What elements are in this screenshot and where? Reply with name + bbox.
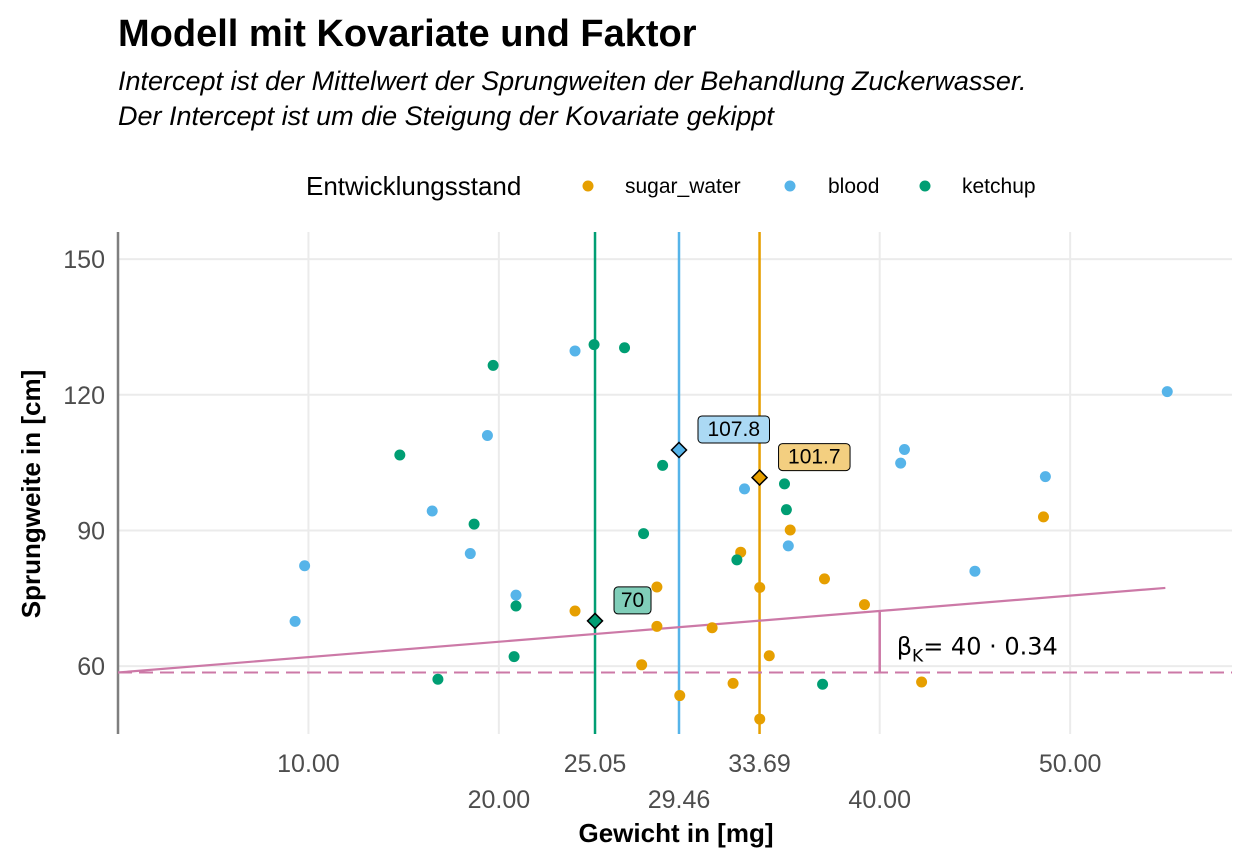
chart-subtitle-line-1: Intercept ist der Mittelwert der Sprungw…: [118, 66, 1026, 96]
y-axis-title: Sprungweite in [cm]: [16, 370, 46, 618]
legend-title: Entwicklungsstand: [306, 171, 521, 201]
point-ketchup-7: [619, 342, 631, 354]
mean-label-blood: 107.8: [707, 418, 760, 441]
point-sugar-water-11: [784, 524, 796, 536]
point-sugar-water-6: [727, 677, 739, 689]
point-blood-13: [1161, 386, 1173, 398]
point-blood-1: [299, 560, 311, 572]
mean-label-box-ketchup: [613, 586, 652, 615]
point-sugar-water-12: [818, 573, 830, 585]
mean-label-box-sugar-water: [778, 443, 851, 472]
point-sugar-water-8: [754, 581, 766, 593]
point-sugar-water-14: [916, 676, 928, 688]
point-sugar-water-5: [706, 622, 718, 634]
point-ketchup-2: [468, 518, 480, 530]
mean-marker-blood: [670, 441, 688, 459]
data-points: [289, 339, 1173, 725]
point-ketchup-13: [817, 678, 829, 690]
point-blood-9: [895, 457, 907, 469]
legend-key-sugar-water: [582, 180, 594, 192]
point-ketchup-12: [780, 504, 792, 516]
legend-key-blood: [784, 180, 796, 192]
legend: Entwicklungsstand sugar_water blood ketc…: [306, 171, 1036, 201]
legend-label-blood: blood: [828, 175, 879, 198]
point-ketchup-11: [778, 478, 790, 490]
point-sugar-water-4: [674, 690, 686, 702]
legend-label-ketchup: ketchup: [962, 175, 1036, 198]
legend-key-ketchup: [919, 180, 931, 192]
y-tick-150: 150: [63, 246, 105, 274]
grid: [118, 232, 1232, 734]
x-tick-40-00: 40.00: [848, 786, 911, 814]
point-sugar-water-13: [858, 599, 870, 611]
mean-label-ketchup: 70: [621, 589, 644, 612]
mean-label-box-blood: [697, 415, 770, 444]
point-blood-4: [481, 430, 493, 442]
chart-title: Modell mit Kovariate und Faktor: [118, 13, 697, 55]
point-sugar-water-9: [763, 650, 775, 662]
point-blood-6: [569, 345, 581, 357]
slope-line: [117, 586, 1166, 674]
group-means: 70 107.8 101.7: [586, 415, 851, 630]
x-axis-title: Gewicht in [mg]: [579, 818, 774, 848]
legend-label-sugar-water: sugar_water: [625, 175, 741, 198]
point-sugar-water-1: [651, 581, 663, 593]
axis-ticks: 60 90 120 150 10.00 20.00 25.05 29.46 33.69 40.00…: [63, 246, 1101, 814]
point-ketchup-5: [508, 651, 520, 663]
point-sugar-water-0: [569, 605, 581, 617]
x-tick-29-46: 29.46: [648, 786, 711, 814]
point-blood-5: [510, 589, 522, 601]
point-blood-2: [426, 505, 438, 517]
point-blood-11: [969, 565, 981, 577]
chart-subtitle-line-2: Der Intercept ist um die Steigung der Ko…: [118, 101, 775, 131]
reference-lines: [116, 232, 1232, 734]
point-ketchup-3: [487, 359, 499, 371]
mean-label-sugar-water: 101.7: [788, 446, 841, 469]
point-blood-10: [898, 444, 910, 456]
point-ketchup-0: [394, 449, 406, 461]
beta-label: βK= 40 · 0.34: [897, 632, 1058, 666]
point-ketchup-9: [657, 459, 669, 471]
point-sugar-water-3: [636, 659, 648, 671]
y-tick-90: 90: [77, 517, 105, 545]
point-blood-0: [289, 615, 301, 627]
mean-marker-sugar-water: [750, 469, 769, 487]
point-ketchup-8: [638, 528, 650, 540]
y-tick-60: 60: [77, 653, 105, 681]
point-blood-8: [782, 540, 794, 552]
x-tick-10-00: 10.00: [277, 750, 340, 778]
point-ketchup-4: [510, 600, 522, 612]
x-tick-20-00: 20.00: [468, 786, 531, 814]
point-blood-7: [739, 483, 751, 495]
point-blood-3: [464, 548, 476, 560]
beta-annotation: βK= 40 · 0.34: [878, 610, 1058, 673]
mean-marker-ketchup: [586, 612, 604, 630]
point-ketchup-6: [588, 339, 600, 351]
point-blood-12: [1039, 471, 1051, 483]
y-tick-120: 120: [63, 382, 105, 410]
x-tick-50-00: 50.00: [1039, 750, 1102, 778]
point-ketchup-10: [731, 554, 743, 566]
x-tick-33-69: 33.69: [728, 750, 791, 778]
point-sugar-water-2: [651, 620, 663, 632]
point-sugar-water-15: [1037, 511, 1049, 523]
point-sugar-water-10: [754, 713, 766, 725]
x-tick-25-05: 25.05: [564, 750, 627, 778]
point-ketchup-1: [432, 673, 444, 685]
